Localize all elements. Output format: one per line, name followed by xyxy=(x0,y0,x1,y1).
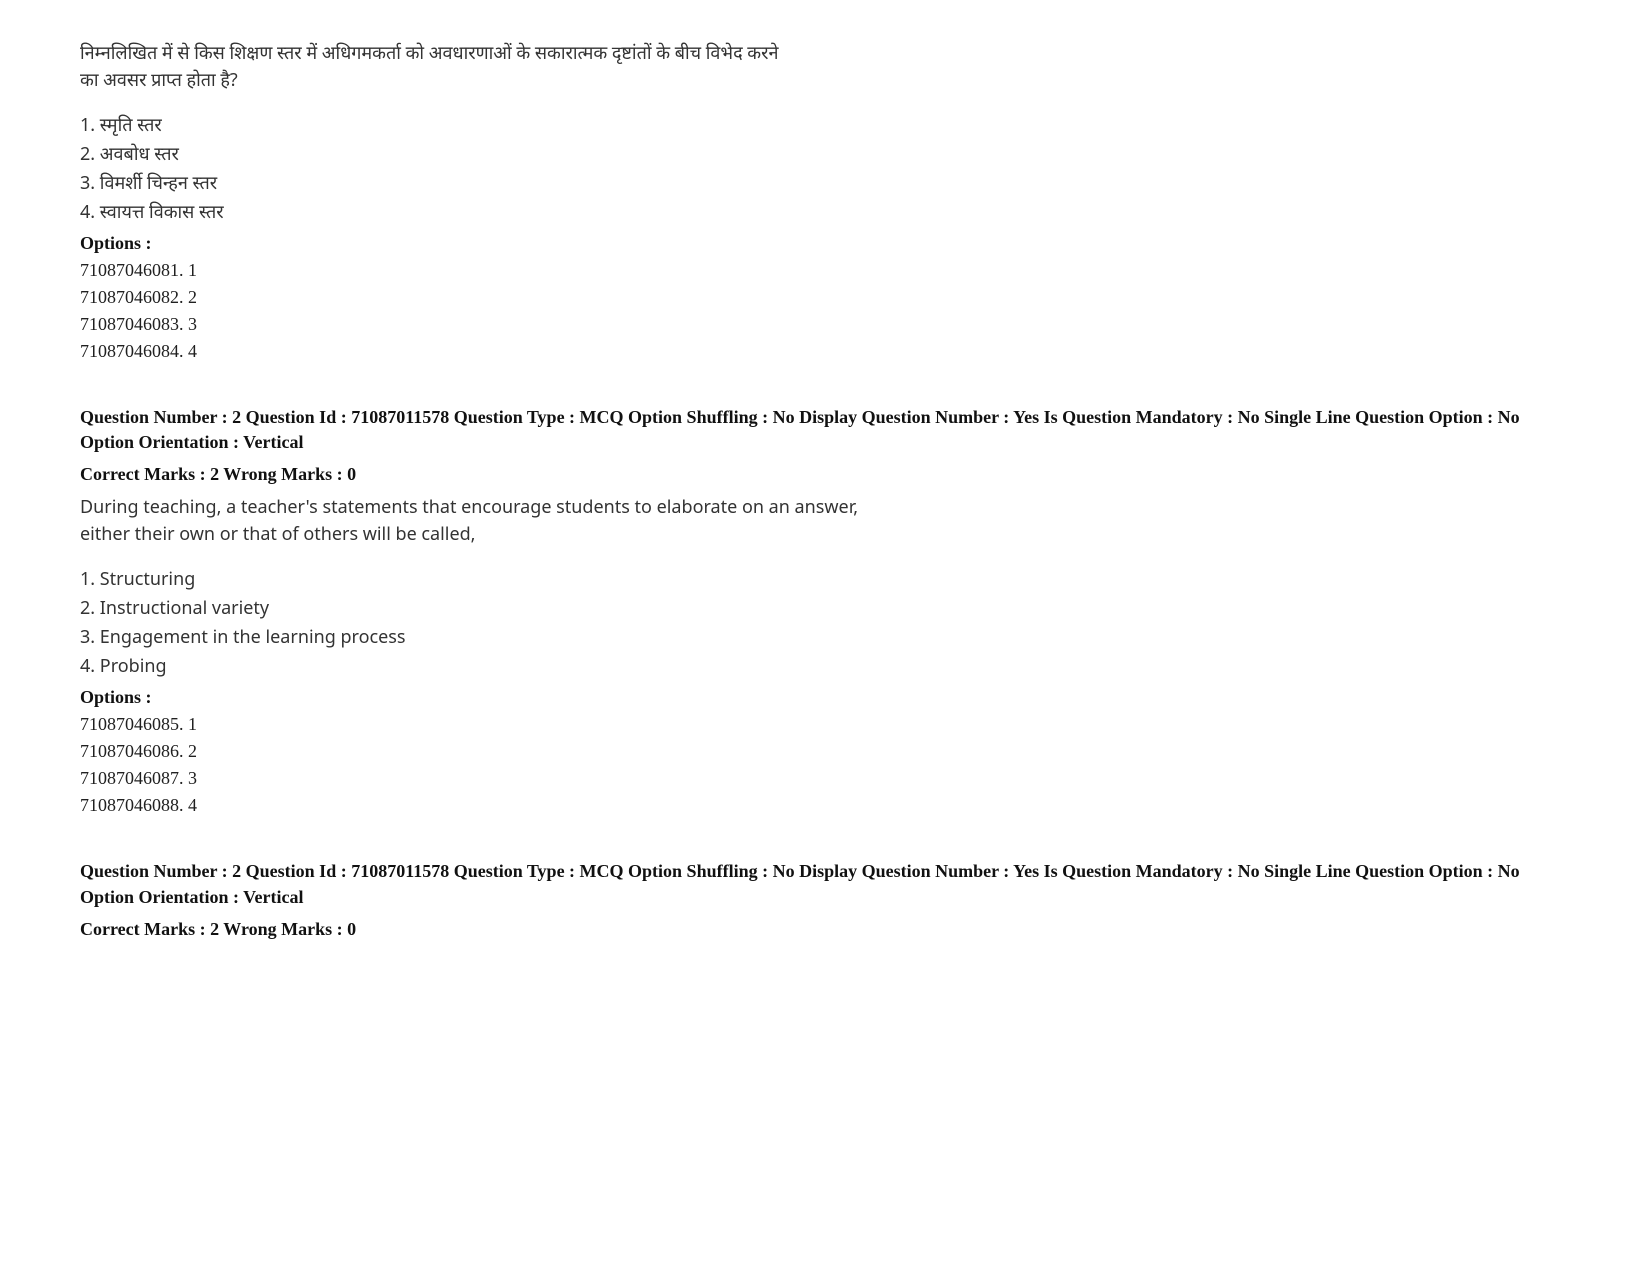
answer-1-1: 1. स्मृति स्तर xyxy=(80,112,1570,139)
question-2-answers: 1. Structuring 2. Instructional variety … xyxy=(80,566,1570,680)
question-2-text: During teaching, a teacher's statements … xyxy=(80,494,1570,548)
option-2-4: 71087046088. 4 xyxy=(80,792,1570,819)
option-1-3: 71087046083. 3 xyxy=(80,311,1570,338)
answer-1-2: 2. अवबोध स्तर xyxy=(80,141,1570,168)
option-2-3: 71087046087. 3 xyxy=(80,765,1570,792)
question-2-line1: During teaching, a teacher's statements … xyxy=(80,494,1570,521)
question-meta-1: Question Number : 2 Question Id : 710870… xyxy=(80,405,1570,455)
answer-2-3: 3. Engagement in the learning process xyxy=(80,624,1570,651)
answer-2-2: 2. Instructional variety xyxy=(80,595,1570,622)
question-1-answers: 1. स्मृति स्तर 2. अवबोध स्तर 3. विमर्शी … xyxy=(80,112,1570,226)
answer-1-4: 4. स्वायत्त विकास स्तर xyxy=(80,199,1570,226)
question-1-line1: निम्नलिखित में से किस शिक्षण स्तर में अध… xyxy=(80,40,1570,67)
question-meta-2: Question Number : 2 Question Id : 710870… xyxy=(80,859,1570,909)
question-1-text: निम्नलिखित में से किस शिक्षण स्तर में अध… xyxy=(80,40,1570,94)
options-label-1: Options : xyxy=(80,230,1570,257)
marks-2: Correct Marks : 2 Wrong Marks : 0 xyxy=(80,916,1570,943)
option-2-2: 71087046086. 2 xyxy=(80,738,1570,765)
question-1-line2: का अवसर प्राप्त होता है? xyxy=(80,67,1570,94)
question-2-line2: either their own or that of others will … xyxy=(80,521,1570,548)
marks-1: Correct Marks : 2 Wrong Marks : 0 xyxy=(80,461,1570,488)
option-2-1: 71087046085. 1 xyxy=(80,711,1570,738)
answer-1-3: 3. विमर्शी चिन्हन स्तर xyxy=(80,170,1570,197)
answer-2-4: 4. Probing xyxy=(80,653,1570,680)
option-1-2: 71087046082. 2 xyxy=(80,284,1570,311)
option-1-4: 71087046084. 4 xyxy=(80,338,1570,365)
options-label-2: Options : xyxy=(80,684,1570,711)
answer-2-1: 1. Structuring xyxy=(80,566,1570,593)
option-1-1: 71087046081. 1 xyxy=(80,257,1570,284)
